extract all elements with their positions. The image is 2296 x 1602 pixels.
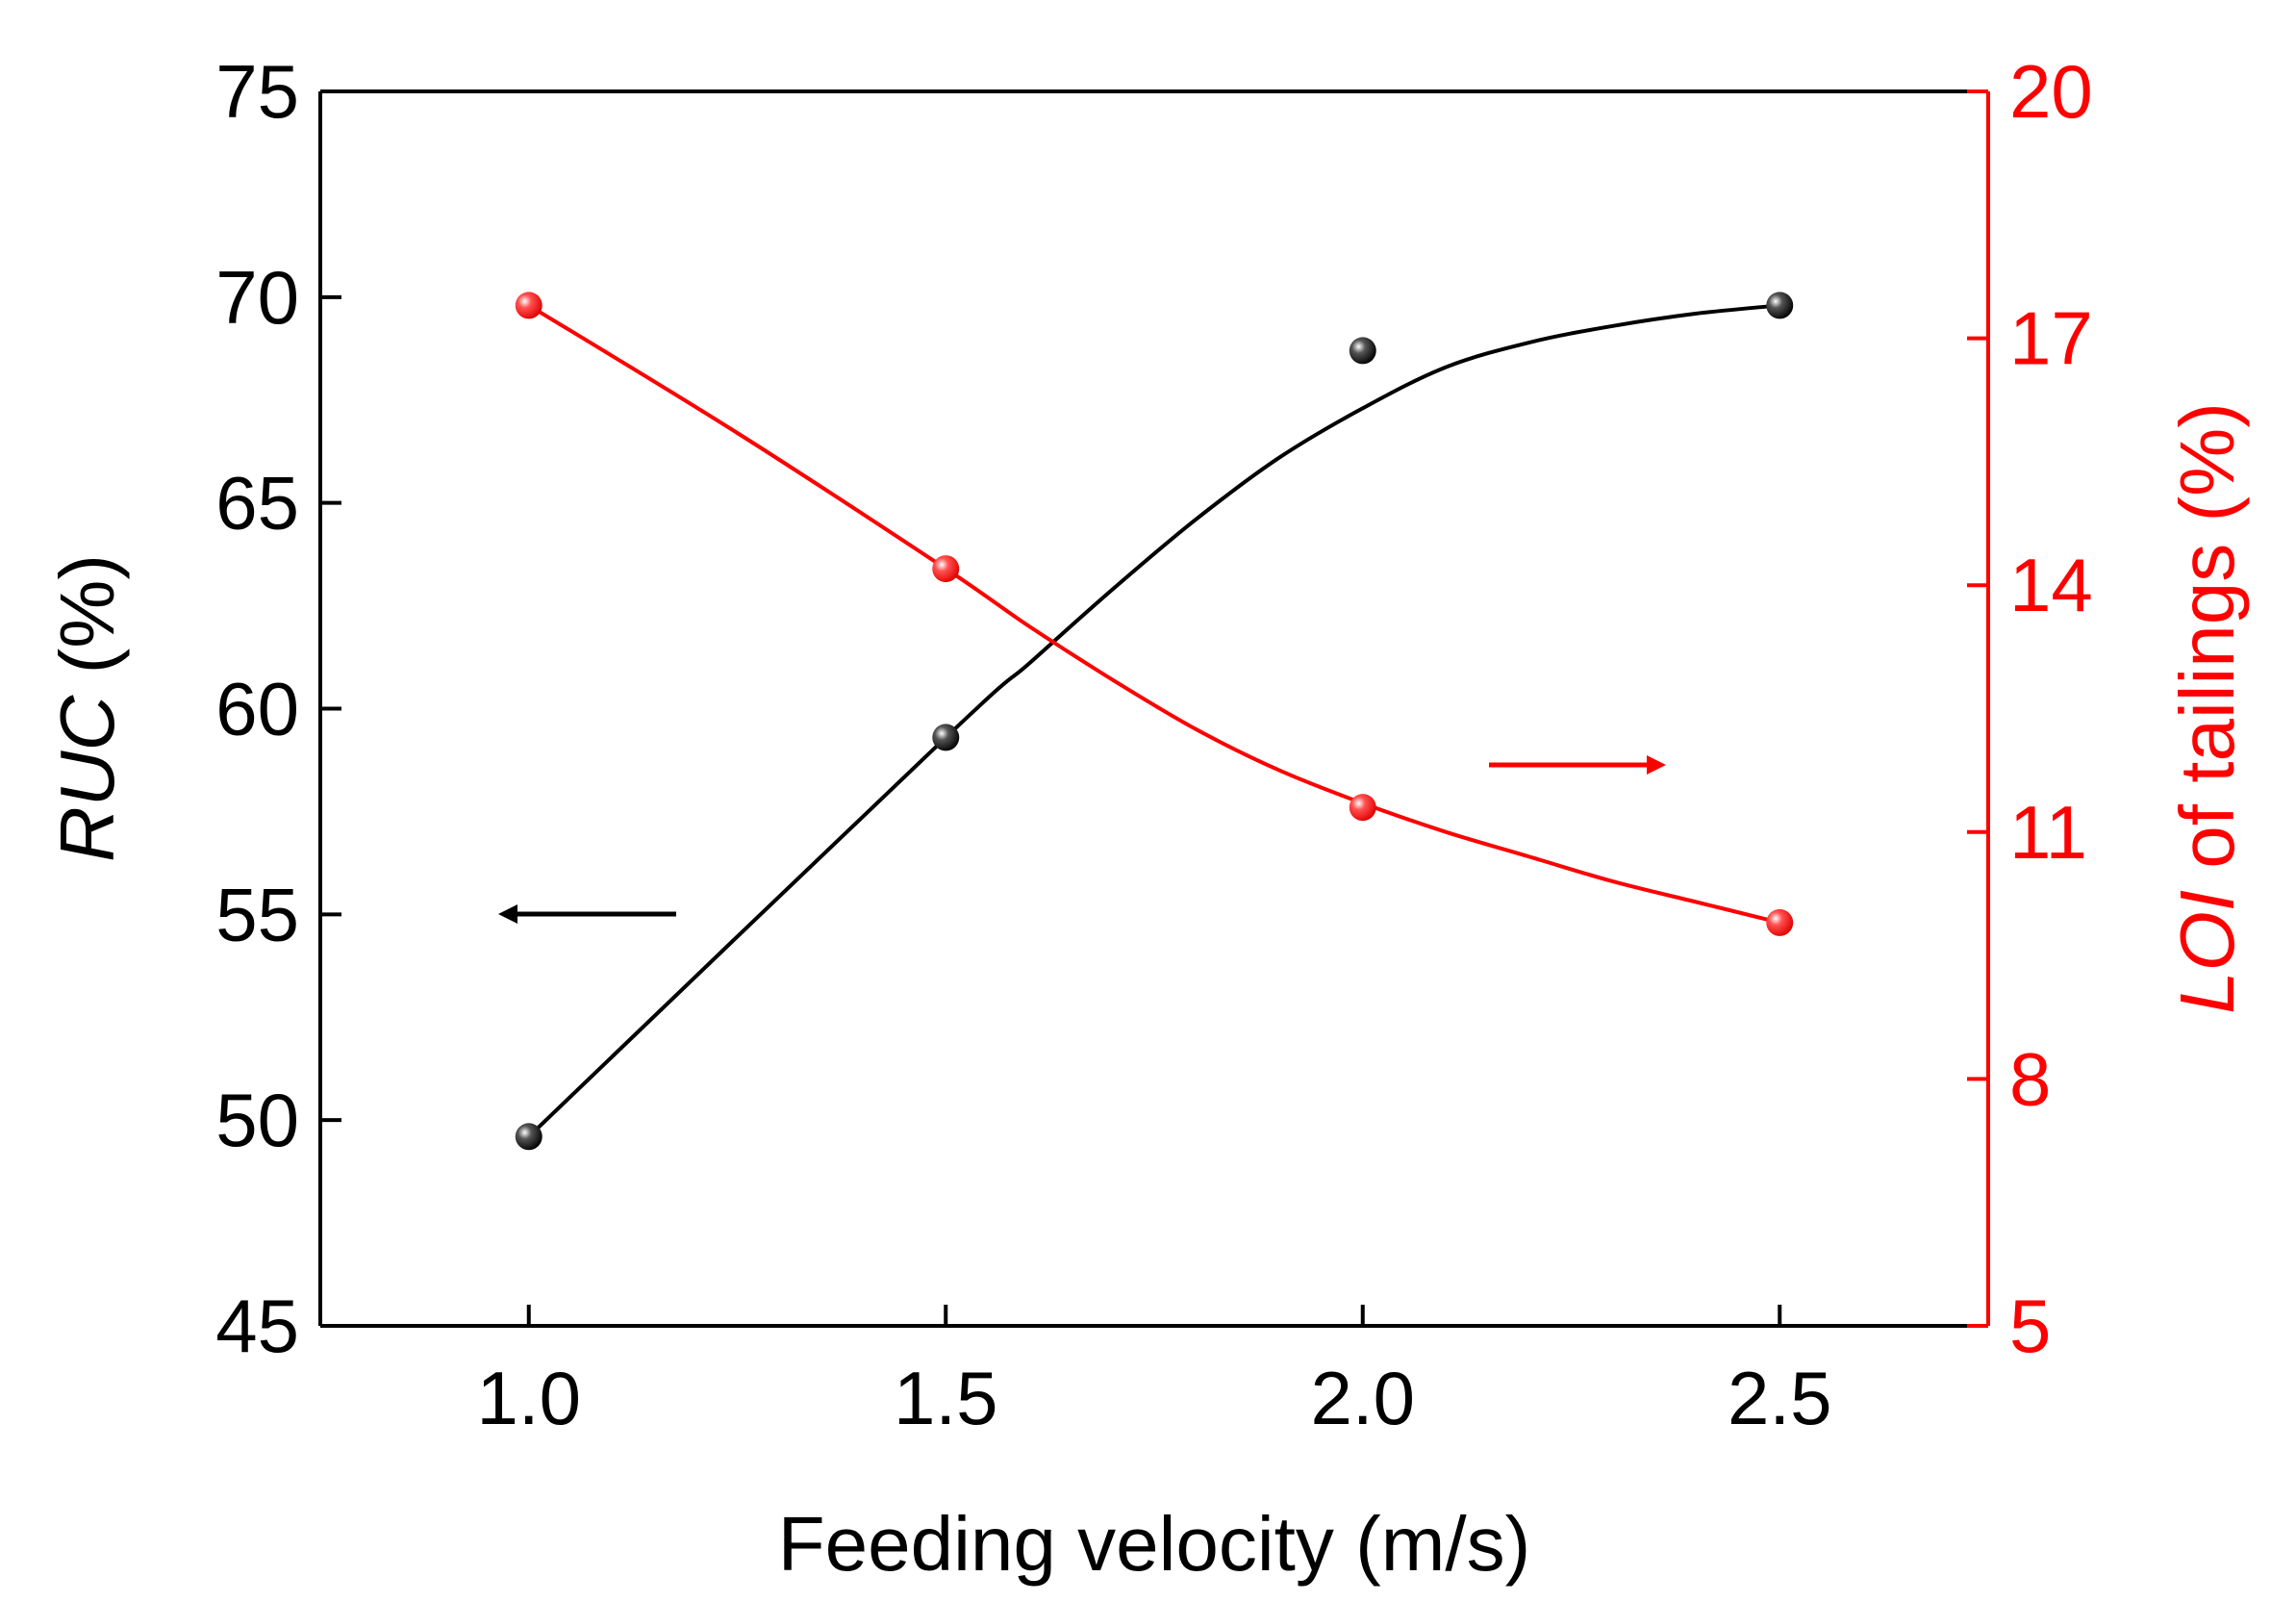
left-y-tick-label: 75 [215, 49, 299, 134]
loi-fit-curve [527, 303, 1780, 925]
right-y-tick-label: 11 [2009, 790, 2087, 875]
loi-data-point [1766, 908, 1794, 936]
x-tick-label: 1.0 [477, 1356, 581, 1440]
right-y-axis-ticks: 5 8 11 14 17 20 [1967, 49, 2093, 1368]
left-y-tick-label: 65 [215, 461, 299, 546]
left-y-axis-title-suffix: (%) [44, 554, 130, 696]
right-y-tick-label: 14 [2009, 543, 2093, 627]
x-tick-label: 2.5 [1728, 1356, 1831, 1440]
x-tick-label: 1.5 [894, 1356, 997, 1440]
right-y-tick-label: 5 [2009, 1284, 2051, 1368]
right-y-axis-title-suffix: of tailings (%) [2164, 402, 2250, 890]
ruc-data-point [1766, 292, 1794, 319]
ruc-data-point [515, 1123, 542, 1151]
loi-data-point [932, 555, 960, 583]
left-y-axis-title: RUC (%) [44, 554, 130, 862]
x-axis-title: Feeding velocity (m/s) [778, 1501, 1530, 1587]
left-y-tick-label: 50 [215, 1078, 299, 1162]
left-y-axis-ticks: 45 50 55 60 65 70 75 [215, 49, 341, 1368]
right-y-tick-label: 8 [2009, 1036, 2051, 1121]
left-y-tick-label: 45 [215, 1284, 299, 1368]
left-y-tick-label: 60 [215, 667, 299, 751]
x-axis-ticks: 1.0 1.5 2.0 2.5 [477, 1305, 1831, 1440]
ruc-fit-curve [527, 303, 1780, 1138]
loi-data-point [1349, 794, 1376, 822]
left-y-axis-title-italic: RUC [44, 694, 130, 862]
fit-curves [527, 303, 1780, 1138]
loi-data-point [515, 292, 542, 319]
ruc-data-point [1349, 337, 1376, 365]
left-y-tick-label: 70 [215, 255, 299, 340]
ruc-data-point [932, 724, 960, 751]
right-y-tick-label: 20 [2009, 49, 2093, 134]
left-y-tick-label: 55 [215, 872, 299, 956]
data-points [515, 292, 1794, 1151]
right-y-axis-title-italic: LOI [2164, 890, 2250, 1014]
right-y-axis-title: LOI of tailings (%) [2164, 402, 2250, 1014]
right-y-tick-label: 17 [2009, 296, 2093, 381]
x-tick-label: 2.0 [1311, 1356, 1415, 1440]
